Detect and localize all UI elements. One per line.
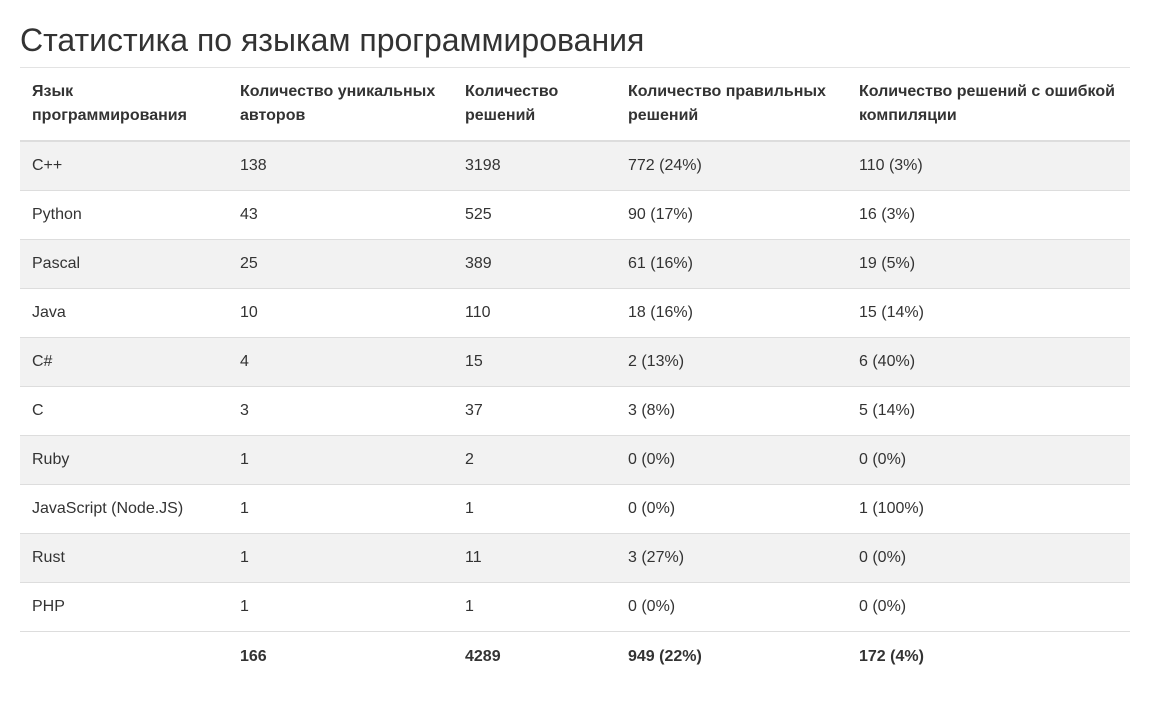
cell-compilation-errors: 110 (3%) <box>847 140 1130 191</box>
cell-compilation-errors: 19 (5%) <box>847 239 1130 289</box>
cell-correct-submissions: 0 (0%) <box>616 435 847 485</box>
cell-submissions: 3198 <box>453 140 616 191</box>
cell-submissions: 2 <box>453 435 616 485</box>
cell-submissions: 15 <box>453 337 616 387</box>
total-correct-submissions: 949 (22%) <box>616 631 847 682</box>
cell-unique-authors: 1 <box>228 484 453 534</box>
table-row: Python 43 525 90 (17%) 16 (3%) <box>20 190 1130 240</box>
cell-correct-submissions: 18 (16%) <box>616 288 847 338</box>
page-title: Статистика по языкам программирования <box>20 22 645 58</box>
cell-language: C# <box>20 337 228 387</box>
total-submissions: 4289 <box>453 631 616 682</box>
cell-language: C++ <box>20 140 228 191</box>
header-submissions: Количество решений <box>453 68 616 142</box>
table-row: Pascal 25 389 61 (16%) 19 (5%) <box>20 239 1130 289</box>
table-row: Java 10 110 18 (16%) 15 (14%) <box>20 288 1130 338</box>
cell-compilation-errors: 15 (14%) <box>847 288 1130 338</box>
cell-unique-authors: 10 <box>228 288 453 338</box>
total-language <box>20 631 228 682</box>
header-unique-authors: Количество уникальных авторов <box>228 68 453 142</box>
cell-correct-submissions: 3 (8%) <box>616 386 847 436</box>
header-language: Язык программирования <box>20 68 228 142</box>
language-stats-table: Язык программирования Количество уникаль… <box>20 68 1130 682</box>
table-row: C++ 138 3198 772 (24%) 110 (3%) <box>20 140 1130 191</box>
table-row: C 3 37 3 (8%) 5 (14%) <box>20 386 1130 436</box>
title-divider <box>20 67 1130 68</box>
table-row: PHP 1 1 0 (0%) 0 (0%) <box>20 582 1130 632</box>
cell-submissions: 110 <box>453 288 616 338</box>
cell-language: Pascal <box>20 239 228 289</box>
table-row: Rust 1 11 3 (27%) 0 (0%) <box>20 533 1130 583</box>
cell-unique-authors: 25 <box>228 239 453 289</box>
cell-correct-submissions: 0 (0%) <box>616 484 847 534</box>
total-unique-authors: 166 <box>228 631 453 682</box>
cell-compilation-errors: 1 (100%) <box>847 484 1130 534</box>
cell-correct-submissions: 772 (24%) <box>616 140 847 191</box>
cell-unique-authors: 1 <box>228 533 453 583</box>
cell-submissions: 37 <box>453 386 616 436</box>
cell-language: Python <box>20 190 228 240</box>
table-row: C# 4 15 2 (13%) 6 (40%) <box>20 337 1130 387</box>
cell-unique-authors: 4 <box>228 337 453 387</box>
table-row: Ruby 1 2 0 (0%) 0 (0%) <box>20 435 1130 485</box>
header-compilation-errors: Количество решений с ошибкой компиляции <box>847 68 1130 142</box>
cell-compilation-errors: 0 (0%) <box>847 533 1130 583</box>
cell-correct-submissions: 0 (0%) <box>616 582 847 632</box>
cell-language: Ruby <box>20 435 228 485</box>
cell-submissions: 525 <box>453 190 616 240</box>
cell-compilation-errors: 5 (14%) <box>847 386 1130 436</box>
cell-language: Rust <box>20 533 228 583</box>
cell-unique-authors: 43 <box>228 190 453 240</box>
header-correct-submissions: Количество правильных решений <box>616 68 847 142</box>
cell-compilation-errors: 16 (3%) <box>847 190 1130 240</box>
cell-correct-submissions: 2 (13%) <box>616 337 847 387</box>
totals-row: 166 4289 949 (22%) 172 (4%) <box>20 631 1130 682</box>
cell-correct-submissions: 90 (17%) <box>616 190 847 240</box>
cell-correct-submissions: 3 (27%) <box>616 533 847 583</box>
cell-submissions: 389 <box>453 239 616 289</box>
cell-correct-submissions: 61 (16%) <box>616 239 847 289</box>
cell-unique-authors: 1 <box>228 435 453 485</box>
cell-language: JavaScript (Node.JS) <box>20 484 228 534</box>
cell-compilation-errors: 0 (0%) <box>847 582 1130 632</box>
cell-submissions: 11 <box>453 533 616 583</box>
cell-compilation-errors: 6 (40%) <box>847 337 1130 387</box>
table-row: JavaScript (Node.JS) 1 1 0 (0%) 1 (100%) <box>20 484 1130 534</box>
cell-language: Java <box>20 288 228 338</box>
table-header-row: Язык программирования Количество уникаль… <box>20 68 1130 142</box>
cell-language: C <box>20 386 228 436</box>
cell-unique-authors: 1 <box>228 582 453 632</box>
cell-submissions: 1 <box>453 484 616 534</box>
cell-compilation-errors: 0 (0%) <box>847 435 1130 485</box>
cell-unique-authors: 138 <box>228 140 453 191</box>
cell-unique-authors: 3 <box>228 386 453 436</box>
total-compilation-errors: 172 (4%) <box>847 631 1130 682</box>
cell-submissions: 1 <box>453 582 616 632</box>
cell-language: PHP <box>20 582 228 632</box>
